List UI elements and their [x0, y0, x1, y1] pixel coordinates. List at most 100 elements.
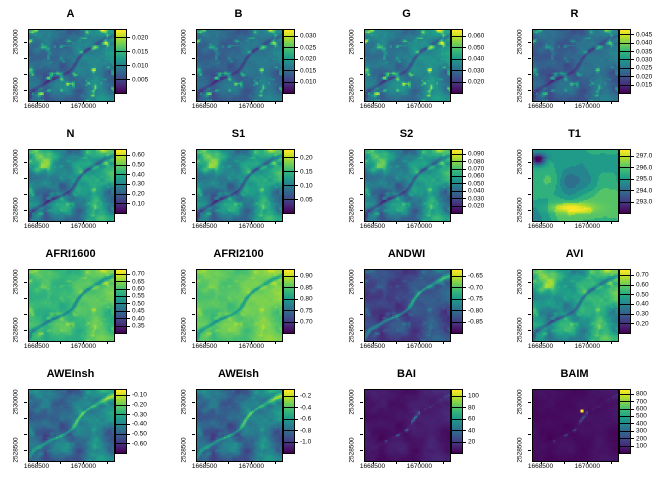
- x-axis-tick-label-left: 1668500: [191, 223, 218, 230]
- colorbar-tick-label: 0.60: [636, 281, 649, 289]
- colorbar-tick-line: [620, 323, 630, 325]
- colorbar-tick-label: 0.30: [636, 310, 649, 318]
- colorbar-tick-label: 0.70: [132, 270, 145, 278]
- raster-map-image: [533, 150, 618, 221]
- colorbar-tick-line: [620, 167, 630, 169]
- x-axis-tick-label-right: 1670000: [70, 223, 96, 230]
- colorbar-legend: 0.70 0.65 0.60 0.55 0.50 0.45 0.40 0.35: [115, 269, 145, 334]
- colorbar-tick-label: 0.025: [636, 64, 653, 72]
- y-axis-tick-label-top: 2530000: [516, 29, 524, 55]
- x-axis-tick-label-left: 1668500: [191, 463, 218, 470]
- colorbar-tick-line: [620, 313, 630, 315]
- y-axis-tick-label-top: 2530000: [12, 389, 20, 415]
- colorbar-tick-label: 0.010: [300, 78, 317, 86]
- colorbar-tick: [463, 321, 466, 323]
- colorbar-tick: [127, 394, 130, 396]
- colorbar-tick: [295, 70, 298, 72]
- raster-map-image: [365, 30, 450, 101]
- colorbar-tick-line: [620, 423, 630, 425]
- x-axis-tick-label-left: 1668500: [527, 223, 554, 230]
- colorbar-tick-line: [116, 273, 126, 275]
- colorbar-legend: 0.70 0.60 0.50 0.40 0.30 0.20: [619, 269, 649, 334]
- colorbar-tick-line: [620, 76, 630, 78]
- colorbar-tick-line: [116, 325, 126, 327]
- x-axis-tick: [587, 101, 589, 104]
- colorbar-tick-label: 200: [636, 435, 647, 443]
- colorbar-gradient: [620, 270, 630, 333]
- panel-title: N: [66, 128, 75, 140]
- x-axis-tick: [106, 101, 108, 104]
- colorbar-tick: [295, 157, 298, 158]
- colorbar-tick: [295, 275, 298, 277]
- y-axis-tick: [360, 298, 363, 300]
- x-axis-tick: [563, 101, 565, 104]
- y-axis-tick: [528, 161, 531, 163]
- raster-panel: T1 2530000 2528500 1668500 1670000 297.0…: [504, 120, 672, 240]
- colorbar-tick-line: [452, 81, 462, 83]
- colorbar-tick-label: 700: [636, 398, 647, 406]
- y-axis-tick: [528, 298, 531, 300]
- y-axis-tick-label-bottom: 2528500: [516, 437, 524, 463]
- colorbar-tick-label: 0.045: [636, 31, 653, 39]
- x-axis-tick-label-right: 1670000: [238, 223, 264, 230]
- raster-panel: S2 2530000 2528500 1668500 1670000 0.090…: [336, 120, 504, 240]
- colorbar-tick-label: 0.40: [132, 171, 145, 179]
- colorbar-tick-label: 100: [636, 442, 647, 450]
- y-axis-tick: [360, 41, 363, 43]
- colorbar-tick-label: -0.30: [132, 411, 147, 419]
- colorbar-tick-label: 0.090: [468, 150, 485, 158]
- colorbar-tick-label: 80: [468, 404, 476, 412]
- colorbar-tick: [295, 441, 298, 443]
- colorbar-tick-label: 0.15: [300, 168, 313, 175]
- colorbar-tick: [295, 185, 298, 186]
- colorbar-tick-line: [284, 298, 294, 300]
- x-axis-tick: [372, 341, 374, 344]
- colorbar-tick: [463, 310, 466, 312]
- colorbar-tick-label: 0.60: [132, 151, 145, 159]
- y-axis-tick-label-top: 2530000: [12, 269, 20, 295]
- x-axis-tick: [419, 461, 421, 464]
- colorbar-tick: [127, 79, 130, 80]
- y-axis-tick: [24, 298, 27, 300]
- colorbar-tick-line: [452, 430, 462, 432]
- colorbar-tick-line: [452, 168, 462, 170]
- colorbar-tick-line: [452, 35, 462, 37]
- colorbar-tick: [631, 445, 634, 447]
- y-axis-tick-label-top: 2530000: [180, 149, 188, 175]
- colorbar-tick: [463, 58, 466, 60]
- colorbar-legend: 100 80 60 40 20: [451, 389, 479, 454]
- colorbar-tick-label: -0.2: [300, 392, 312, 400]
- colorbar-tick-label: 0.40: [636, 300, 649, 308]
- y-axis-tick-label-top: 2530000: [180, 269, 188, 295]
- panel-title: ANDWI: [387, 248, 426, 260]
- raster-map-image: [533, 270, 618, 341]
- colorbar-tick-label: 0.05: [300, 196, 313, 203]
- panel-title: AFRI2100: [213, 248, 264, 260]
- y-axis-tick: [528, 330, 531, 332]
- raster-panel: B 2530000 2528500 1668500 1670000 0.030 0…: [168, 0, 336, 120]
- colorbar-tick: [463, 183, 466, 185]
- y-axis-tick-label-bottom: 2528500: [516, 77, 524, 103]
- colorbar-tick-line: [116, 318, 126, 320]
- x-axis-tick-label-right: 1670000: [406, 463, 432, 470]
- colorbar-tick-label: 0.85: [300, 284, 313, 292]
- colorbar-tick-line: [284, 275, 294, 277]
- y-axis-tick-label-top: 2530000: [516, 389, 524, 415]
- raster-map-frame: [28, 269, 115, 342]
- panel-title: AVI: [565, 248, 584, 260]
- y-axis-tick: [360, 178, 363, 180]
- colorbar-tick-label: 400: [636, 420, 647, 428]
- colorbar-tick-line: [620, 415, 630, 417]
- x-axis-tick: [36, 341, 38, 344]
- panel-title: BAIM: [560, 368, 589, 380]
- colorbar-tick: [127, 423, 130, 425]
- colorbar-tick-line: [452, 205, 462, 207]
- colorbar-tick-line: [284, 287, 294, 289]
- colorbar-tick-label: 293.0: [636, 198, 653, 206]
- panel-title: S2: [399, 128, 414, 140]
- colorbar-tick: [463, 441, 466, 443]
- y-axis-tick: [360, 90, 363, 92]
- raster-panel: A 2530000 2528500 1668500 1670000 0.020 0…: [0, 0, 168, 120]
- colorbar-tick: [463, 35, 466, 37]
- colorbar-gradient: [284, 30, 294, 93]
